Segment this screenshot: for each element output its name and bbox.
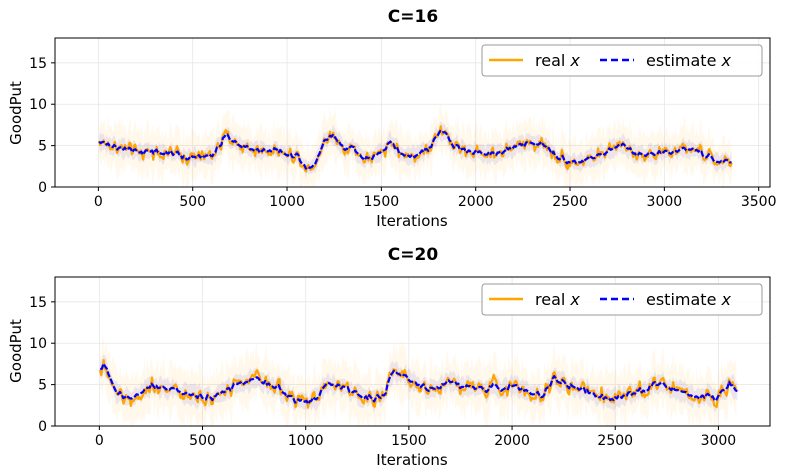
x-tick-label: 2500 — [552, 194, 588, 210]
x-tick-label: 2500 — [597, 433, 633, 449]
legend: real x estimate x — [481, 44, 763, 77]
estimate-uncertainty-band — [99, 121, 732, 179]
x-tick-label: 1000 — [288, 433, 324, 449]
x-tick-label: 1500 — [364, 194, 400, 210]
x-tick-label: 0 — [95, 433, 104, 449]
estimate-series-line — [98, 129, 732, 170]
x-tick-label: 3000 — [647, 194, 683, 210]
x-tick-label: 2000 — [458, 194, 494, 210]
x-tick-label: 3500 — [741, 194, 777, 210]
x-tick-label: 1000 — [269, 194, 305, 210]
plot-frame — [54, 276, 771, 427]
chart-title: C=16 — [388, 7, 438, 27]
chart-panel-c20: C=20 0 500 1000 1500 2000 2500 3000 0 5 10 15 Iter… — [7, 245, 771, 469]
y-tick-label: 0 — [38, 419, 47, 435]
legend: real x estimate x — [481, 283, 763, 316]
estimate-uncertainty-band — [100, 354, 738, 414]
x-tick-label: 2000 — [494, 433, 530, 449]
x-tick-label: 0 — [94, 194, 103, 210]
y-tick-label: 15 — [29, 56, 47, 72]
real-uncertainty-band — [99, 103, 732, 187]
y-tick-label: 5 — [38, 378, 47, 394]
x-tick-label: 500 — [179, 194, 206, 210]
real-uncertainty-band — [100, 337, 737, 426]
x-tick-label: 3000 — [701, 433, 737, 449]
y-tick-label: 5 — [38, 139, 47, 155]
legend-real-label: real x — [535, 51, 580, 70]
legend-estimate-label: estimate x — [646, 51, 732, 70]
real-series-line — [98, 359, 738, 409]
x-axis-label: Iterations — [376, 212, 448, 230]
real-series-line — [97, 125, 733, 173]
legend-estimate-label: estimate x — [646, 290, 732, 309]
y-tick-label: 10 — [29, 97, 47, 113]
y-axis-label: GoodPut — [7, 81, 25, 145]
legend-real-label: real x — [535, 290, 580, 309]
chart-panel-c16: C=16 0 500 1000 1500 2000 2500 3000 3500051015 … — [7, 7, 777, 230]
chart-title: C=20 — [388, 245, 439, 265]
x-axis-label: Iterations — [376, 451, 448, 469]
y-tick-label: 15 — [29, 295, 47, 311]
x-tick-label: 1500 — [391, 433, 427, 449]
x-tick-label: 500 — [189, 433, 216, 449]
plot-frame — [54, 37, 771, 188]
y-tick-label: 10 — [29, 336, 47, 352]
y-axis-label: GoodPut — [7, 319, 25, 383]
y-tick-label: 0 — [38, 180, 47, 196]
estimate-series-line — [100, 362, 738, 406]
